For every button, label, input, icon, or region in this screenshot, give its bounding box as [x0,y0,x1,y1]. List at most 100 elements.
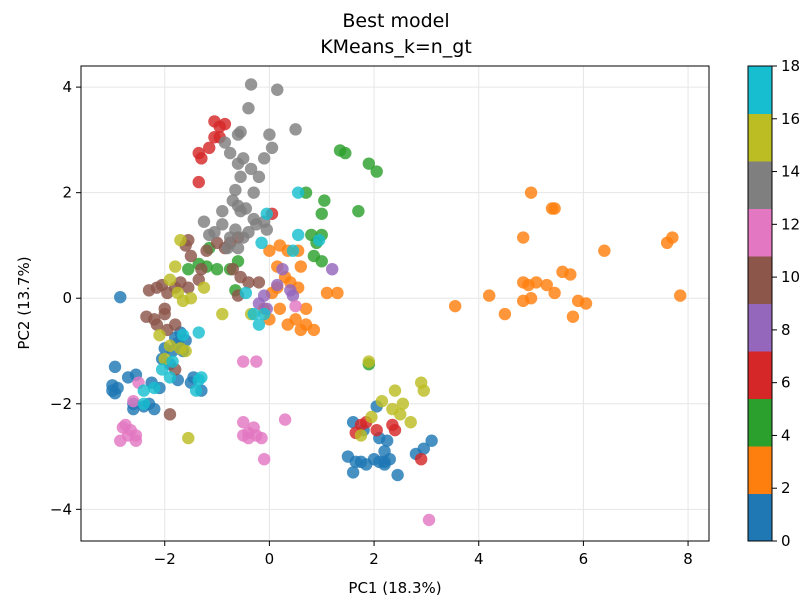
scatter-point [271,278,284,292]
scatter-point [370,165,383,178]
scatter-point [388,384,402,397]
scatter-point [674,289,687,302]
scatter-point [111,381,124,395]
scatter-point [548,202,561,215]
scatter-point [182,262,195,276]
scatter-point [257,307,271,321]
scatter-point [666,231,679,244]
scatter-point [244,162,258,176]
scatter-point [315,255,328,268]
chart-subtitle: KMeans_k=n_gt [320,36,472,58]
scatter-point [291,228,305,242]
scatter-point [331,286,344,300]
colorbar [747,65,773,542]
scatter-point [289,123,302,136]
colorbar-tick-label: 8 [781,321,791,339]
scatter-point [278,413,292,426]
scatter-point [362,157,376,170]
scatter-point [598,244,611,257]
scatter-point [229,183,242,197]
scatter-point [391,468,404,482]
scatter-point [237,355,250,368]
colorbar-segment [748,256,772,304]
x-tick-label: 6 [579,550,589,568]
scatter-point [289,299,302,313]
scatter-point [362,355,376,368]
y-tick-label: 4 [62,78,72,96]
scatter-point [291,186,305,199]
scatter-point [320,286,334,300]
scatter-point [127,394,140,408]
scatter-point [176,328,190,342]
x-axis-label: PC1 (18.3%) [348,579,441,597]
scatter-point [260,223,273,236]
colorbar-segment [748,113,772,162]
scatter-point [318,194,331,207]
scatter-point [417,384,430,397]
scatter-point [114,434,127,447]
scatter-point [294,260,307,273]
scatter-point [483,289,496,302]
scatter-point [192,326,205,339]
scatter-point [422,513,436,527]
colorbar-tick-label: 6 [781,374,791,392]
scatter-point [169,318,182,331]
colorbar-ticks: 0 2 4 6 8 10 12 14 16 18 [772,57,800,550]
scatter-point [158,302,171,315]
colorbar-segment [748,66,772,114]
colorbar-frame [747,65,773,542]
scatter-point [579,297,593,310]
scatter-point [250,355,263,368]
scatter-point [221,241,234,255]
scatter-point [223,231,237,244]
scatter-point [231,241,245,255]
scatter-point [517,294,530,308]
scatter-point [129,434,143,447]
scatter-point [263,244,276,257]
scatter-point [195,371,208,384]
scatter-point [352,204,365,218]
scatter-point [174,233,187,247]
scatter-point [517,231,530,244]
scatter-point [234,125,247,139]
scatter-point [414,452,428,466]
scatter-point [566,310,580,323]
colorbar-segment [748,446,772,494]
scatter-point [108,360,122,374]
scatter-point [216,204,229,218]
colorbar-segment [748,208,772,257]
scatter-point [247,186,260,199]
scatter-point [354,429,368,442]
colorbar-tick-label: 12 [781,215,800,233]
scatter-point [244,78,258,91]
scatter-point [197,215,211,228]
scatter-point [448,299,462,313]
scatter-point [396,397,410,410]
y-tick-label: 2 [62,184,72,202]
scatter-point [203,141,216,155]
scatter-point [378,445,391,458]
scatter-point [166,355,179,368]
scatter-point [564,268,577,281]
y-tick-label: −4 [50,500,72,518]
scatter-point [237,416,250,429]
scatter-point [365,410,378,424]
scatter-point [276,262,289,276]
scatter-point [189,384,203,397]
data-points [106,78,687,527]
scatter-point [148,381,161,395]
scatter-point [114,290,127,304]
scatter-point [247,307,260,321]
colorbar-segment [748,161,772,209]
scatter-point [203,228,216,242]
scatter-point [260,207,273,220]
scatter-point [150,318,164,331]
scatter-point [339,146,352,160]
scatter-point [540,278,553,292]
colorbar-tick-label: 0 [781,532,791,550]
y-axis-label: PC2 (13.7%) [15,256,33,349]
scatter-point [252,318,266,331]
scatter-point [148,402,161,416]
